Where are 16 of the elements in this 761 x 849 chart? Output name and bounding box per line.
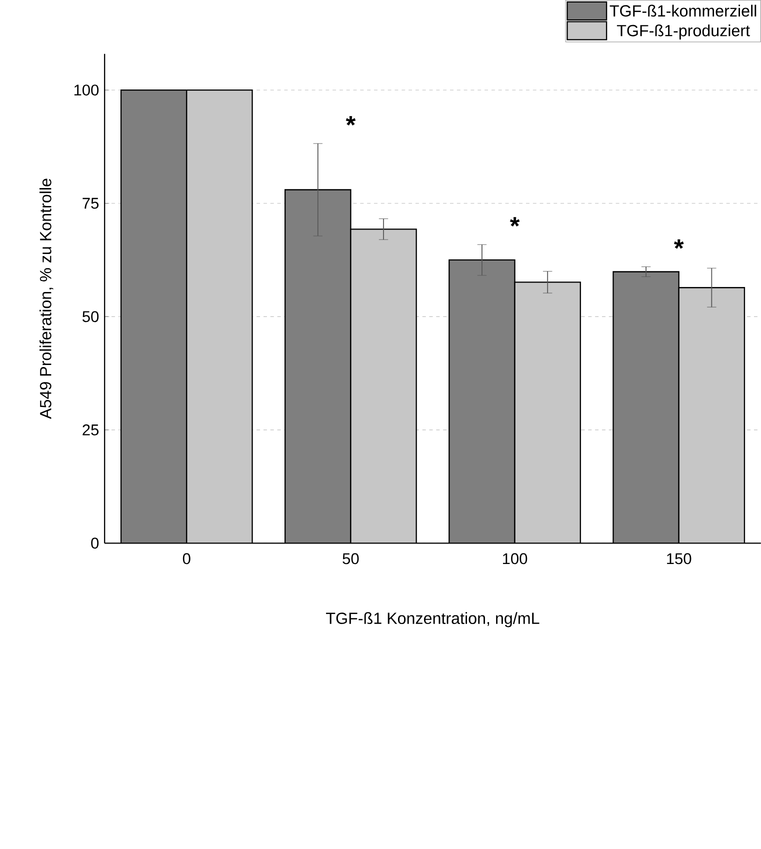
y-tick-label: 75 (82, 198, 98, 209)
annotation: * (346, 116, 356, 126)
y-tick-label: 0 (90, 538, 98, 549)
y-tick-label: 100 (74, 84, 98, 96)
x-tick-label: 150 (666, 553, 691, 564)
x-axis-title: TGF-ß1 Konzentration, ng/mL (326, 612, 540, 628)
legend-label: TGF-ß1-produziert (616, 24, 750, 40)
annotation: * (674, 239, 684, 249)
y-axis-title: A549 Proliferation, % zu Kontrolle (39, 178, 54, 419)
y-tick-label: 50 (82, 311, 98, 322)
annotation: * (510, 217, 520, 227)
x-tick-label: 0 (182, 553, 190, 564)
y-tick-label: 25 (82, 424, 98, 436)
legend-label: TGF-ß1-kommerziell (610, 4, 756, 17)
x-tick-label: 50 (342, 553, 359, 564)
x-tick-label: 100 (502, 553, 527, 564)
